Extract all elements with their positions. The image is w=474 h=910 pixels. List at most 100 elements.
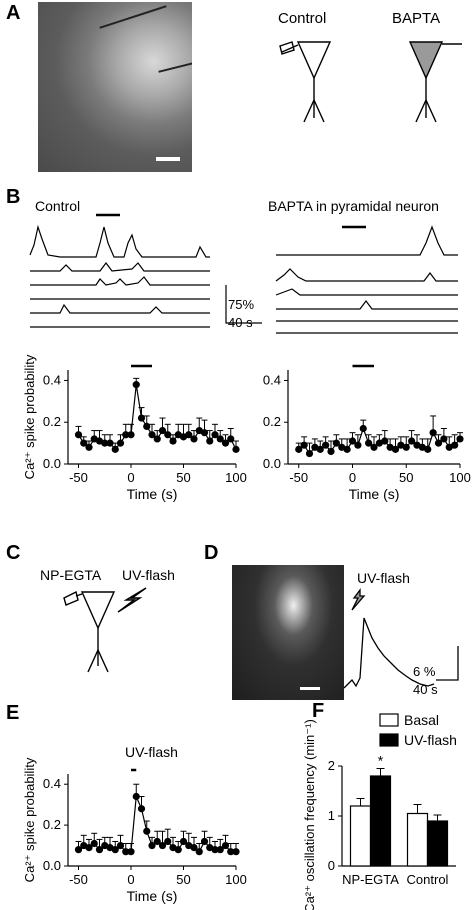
- data-point: [381, 437, 389, 445]
- panel-letter-c: C: [6, 542, 21, 564]
- x-tick-label: 100: [225, 872, 247, 887]
- y-tick-label: 0: [328, 858, 335, 873]
- data-point: [101, 439, 109, 447]
- legend-label: Basal: [404, 712, 439, 728]
- chart-spike-probability-uv: 0.0 0.2 0.4 -50 0 50 100 Time (s) Ca²⁺ spike pro…: [22, 757, 247, 904]
- data-point: [232, 445, 240, 453]
- x-tick-label: 0: [349, 470, 356, 485]
- data-point: [111, 445, 119, 453]
- data-point: [74, 431, 83, 439]
- data-point: [343, 445, 351, 453]
- label-np-egta: NP-EGTA: [40, 567, 102, 583]
- y-tick-label: 0.4: [43, 776, 61, 791]
- data-point: [429, 429, 437, 437]
- data-point: [200, 429, 209, 437]
- scale-label-time: 40 s: [228, 315, 253, 330]
- uv-flash-trace: [343, 588, 459, 689]
- data-point: [85, 844, 93, 852]
- data-point: [122, 848, 130, 856]
- data-point: [322, 441, 330, 449]
- data-point: [190, 435, 198, 443]
- chart-oscillation-frequency: 0 1 2 Ca²⁺ oscillation frequency (min⁻¹) NP-…: [302, 712, 457, 910]
- data-point: [456, 435, 464, 443]
- panel-letter-e: E: [6, 702, 20, 724]
- x-tick-label: 100: [225, 470, 247, 485]
- y-axis-label: Ca²⁺ spike probability: [22, 354, 37, 479]
- trace-bapta-3: [275, 288, 458, 296]
- data-point: [440, 435, 448, 443]
- bar: [406, 812, 429, 867]
- y-tick-label: 0.0: [43, 858, 61, 873]
- legend-swatch: [379, 733, 399, 747]
- scale-label-time-d: 40 s: [413, 682, 438, 697]
- data-point: [80, 439, 88, 447]
- data-point: [137, 414, 146, 422]
- x-tick-label: 50: [176, 872, 190, 887]
- data-point: [116, 439, 125, 447]
- data-point: [164, 837, 172, 846]
- panel-letter-a: A: [6, 2, 21, 24]
- data-point: [434, 439, 443, 447]
- data-point: [185, 431, 193, 439]
- data-point: [216, 846, 224, 854]
- data-point: [227, 435, 235, 443]
- x-tick-label: 0: [127, 470, 134, 485]
- scale-label-percent-d: 6 %: [413, 664, 436, 679]
- data-point: [391, 445, 400, 453]
- data-point: [408, 437, 416, 445]
- trace-bapta-4: [276, 300, 458, 310]
- trace-control-5: [30, 303, 210, 314]
- data-point: [174, 846, 182, 854]
- chart-spike-probability-control: 0.0 0.2 0.4 -50 0 50 100 Time (s) Ca²⁺ spike pro…: [22, 354, 247, 502]
- data-point: [153, 837, 161, 846]
- data-point: [132, 381, 140, 389]
- y-tick-label: 0.4: [43, 372, 61, 387]
- data-point: [402, 443, 410, 451]
- x-axis-label: Time (s): [127, 486, 178, 502]
- panel-letter-d: D: [204, 542, 219, 564]
- y-tick-label: 0.4: [263, 372, 281, 387]
- data-point: [424, 445, 432, 453]
- data-point: [111, 846, 119, 854]
- bar: [349, 805, 372, 867]
- legend-label: UV-flash: [404, 732, 457, 748]
- y-tick-label: 2: [328, 758, 335, 773]
- bar: [369, 775, 392, 867]
- data-point: [327, 447, 335, 456]
- label-control: Control: [278, 10, 327, 27]
- x-tick-label: -50: [69, 872, 88, 887]
- data-point: [190, 844, 198, 852]
- y-tick-label: 0.2: [263, 414, 281, 429]
- data-point: [295, 445, 303, 453]
- y-axis-label: Ca²⁺ spike probability: [22, 757, 37, 882]
- data-point: [316, 445, 324, 453]
- data-point: [211, 846, 219, 854]
- x-tick-label: 50: [176, 470, 190, 485]
- trace-bapta-1: [276, 225, 458, 256]
- data-point: [122, 431, 130, 439]
- x-tick-label: 100: [449, 470, 471, 485]
- data-point: [143, 422, 151, 430]
- x-axis-label: Time (s): [349, 486, 400, 502]
- scale-label-percent: 75%: [228, 297, 255, 312]
- y-tick-label: 0.2: [43, 414, 61, 429]
- y-tick-label: 0.2: [43, 817, 61, 832]
- data-point: [332, 439, 340, 447]
- calcium-trace-d: [343, 617, 435, 689]
- neuron-schematic-a: [279, 41, 462, 123]
- uv-lightning: [117, 587, 147, 613]
- scale-bar: [156, 157, 180, 161]
- scale-bar-traces: [225, 285, 262, 324]
- data-point: [74, 846, 83, 854]
- data-point: [158, 841, 167, 850]
- data-point: [221, 439, 230, 447]
- trace-control-1: [29, 224, 210, 258]
- data-point: [132, 792, 140, 801]
- data-point: [227, 848, 235, 856]
- calcium-traces: [29, 213, 458, 334]
- data-point: [232, 848, 240, 856]
- data-point: [95, 846, 104, 854]
- legend-swatch: [379, 713, 399, 727]
- y-tick-label: 0.0: [263, 456, 281, 471]
- data-point: [451, 441, 459, 449]
